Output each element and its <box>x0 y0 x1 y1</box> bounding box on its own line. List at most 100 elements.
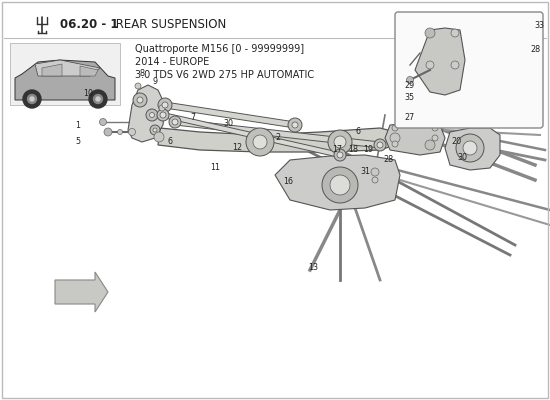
Text: 1: 1 <box>75 120 80 130</box>
Text: 6: 6 <box>168 138 173 146</box>
Circle shape <box>338 152 343 158</box>
Circle shape <box>292 122 298 128</box>
Polygon shape <box>80 66 98 76</box>
Circle shape <box>133 93 147 107</box>
Text: 20: 20 <box>451 138 461 146</box>
Text: 11: 11 <box>210 164 220 172</box>
Circle shape <box>30 97 34 101</box>
Circle shape <box>328 130 352 154</box>
Text: 3.0 TDS V6 2WD 275 HP AUTOMATIC: 3.0 TDS V6 2WD 275 HP AUTOMATIC <box>135 70 314 80</box>
Circle shape <box>153 128 157 132</box>
Polygon shape <box>42 64 62 76</box>
Circle shape <box>150 125 160 135</box>
Circle shape <box>172 119 178 125</box>
Text: 18: 18 <box>348 146 358 154</box>
Circle shape <box>392 125 398 131</box>
Text: 13: 13 <box>308 264 318 272</box>
Text: 9: 9 <box>152 78 157 86</box>
Text: REAR SUSPENSION: REAR SUSPENSION <box>112 18 226 30</box>
Text: 30: 30 <box>223 118 233 128</box>
Circle shape <box>330 175 350 195</box>
Circle shape <box>246 128 274 156</box>
Circle shape <box>451 61 459 69</box>
Circle shape <box>377 142 383 148</box>
Polygon shape <box>15 60 115 100</box>
Circle shape <box>425 140 435 150</box>
Circle shape <box>322 167 358 203</box>
Text: 5: 5 <box>75 138 80 146</box>
Polygon shape <box>158 128 395 152</box>
Circle shape <box>172 119 178 125</box>
Circle shape <box>162 102 168 108</box>
Circle shape <box>463 141 477 155</box>
Circle shape <box>253 135 267 149</box>
Circle shape <box>390 133 400 143</box>
Circle shape <box>334 136 346 148</box>
Circle shape <box>104 128 112 136</box>
Polygon shape <box>415 28 465 95</box>
Circle shape <box>292 122 298 128</box>
Text: 28: 28 <box>383 156 393 164</box>
Text: 2014 - EUROPE: 2014 - EUROPE <box>135 57 209 67</box>
Circle shape <box>157 109 169 121</box>
Text: 12: 12 <box>232 144 242 152</box>
Text: Quattroporte M156 [0 - 99999999]: Quattroporte M156 [0 - 99999999] <box>135 44 304 54</box>
Text: 16: 16 <box>283 178 293 186</box>
Text: 35: 35 <box>404 94 414 102</box>
Text: 27: 27 <box>404 114 414 122</box>
Circle shape <box>432 125 438 131</box>
Circle shape <box>100 118 107 126</box>
Circle shape <box>288 118 302 132</box>
Text: 30: 30 <box>457 152 467 162</box>
Text: 31: 31 <box>360 168 370 176</box>
Circle shape <box>150 112 155 118</box>
Circle shape <box>392 141 398 147</box>
Bar <box>10 43 120 105</box>
Polygon shape <box>35 60 100 76</box>
Circle shape <box>337 152 343 158</box>
Text: 2: 2 <box>276 134 280 142</box>
Circle shape <box>137 97 143 103</box>
Text: 6: 6 <box>355 128 360 136</box>
Circle shape <box>169 116 181 128</box>
Circle shape <box>372 177 378 183</box>
Circle shape <box>425 28 435 38</box>
Text: 19: 19 <box>363 146 373 154</box>
Circle shape <box>28 94 36 104</box>
Circle shape <box>158 98 172 112</box>
Circle shape <box>146 109 158 121</box>
Circle shape <box>160 112 166 118</box>
Polygon shape <box>175 119 381 148</box>
Text: 28: 28 <box>530 46 540 54</box>
Circle shape <box>432 135 438 141</box>
Circle shape <box>334 149 346 161</box>
Polygon shape <box>128 85 165 142</box>
Text: 29: 29 <box>404 80 414 90</box>
Circle shape <box>371 168 379 176</box>
Text: 8: 8 <box>140 70 145 78</box>
Circle shape <box>94 94 102 104</box>
Circle shape <box>159 105 165 111</box>
Circle shape <box>161 112 166 118</box>
Text: 17: 17 <box>332 146 342 154</box>
Circle shape <box>162 102 168 108</box>
Polygon shape <box>162 112 340 158</box>
FancyBboxPatch shape <box>395 12 543 128</box>
Circle shape <box>96 97 100 101</box>
Text: 33: 33 <box>534 20 544 30</box>
Circle shape <box>451 29 459 37</box>
Polygon shape <box>275 155 400 210</box>
Polygon shape <box>445 128 500 170</box>
Text: 06.20 - 1: 06.20 - 1 <box>60 18 118 30</box>
Circle shape <box>135 83 141 89</box>
Circle shape <box>406 76 414 84</box>
Polygon shape <box>385 122 445 155</box>
Circle shape <box>377 142 383 148</box>
Circle shape <box>426 61 434 69</box>
Circle shape <box>118 130 123 134</box>
Polygon shape <box>55 272 108 312</box>
Circle shape <box>374 139 386 151</box>
Circle shape <box>23 90 41 108</box>
Circle shape <box>89 90 107 108</box>
Circle shape <box>154 132 164 142</box>
